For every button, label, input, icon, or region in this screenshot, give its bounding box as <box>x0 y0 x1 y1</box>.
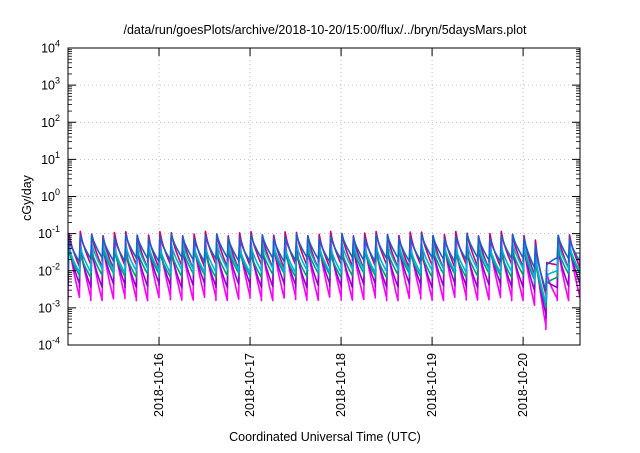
series-line <box>68 245 580 319</box>
x-axis: 2018-10-16 2018-10-17 2018-10-18 2018-10-19… <box>152 48 530 417</box>
y-tick-label-base: 10 <box>41 190 55 204</box>
y-tick-label-exponent: -3 <box>52 298 60 308</box>
y-tick-label-exponent: -1 <box>52 224 60 234</box>
y-tick-label: 10-1 <box>38 224 60 241</box>
y-tick-label-exponent: 0 <box>55 187 60 197</box>
y-tick-label-exponent: -2 <box>52 261 60 271</box>
chart-title: /data/run/goesPlots/archive/2018-10-20/1… <box>123 23 527 37</box>
x-tick-label: 2018-10-17 <box>243 353 257 417</box>
series-line <box>68 233 580 292</box>
series-line <box>68 241 580 304</box>
y-tick-label: 10-2 <box>38 261 60 278</box>
x-axis-label: Coordinated Universal Time (UTC) <box>229 430 421 444</box>
y-axis-label: cGy/day <box>20 174 34 221</box>
y-tick-label: 100 <box>41 187 60 204</box>
series-line <box>68 247 580 309</box>
y-tick-label-base: 10 <box>41 153 55 167</box>
y-tick-label-base: 10 <box>41 42 55 56</box>
x-tick-label: 2018-10-19 <box>425 353 439 417</box>
y-tick-label-exponent: 4 <box>55 39 60 49</box>
y-tick-label-base: 10 <box>38 301 52 315</box>
y-tick-label-exponent: -4 <box>52 336 60 346</box>
y-tick-label: 101 <box>41 150 60 167</box>
y-tick-label-base: 10 <box>38 227 52 241</box>
grid <box>68 48 580 345</box>
y-tick-label: 103 <box>41 76 60 93</box>
y-tick-label-exponent: 3 <box>55 76 60 86</box>
x-tick-label: 2018-10-20 <box>516 353 530 417</box>
series-layer <box>68 230 580 331</box>
y-tick-label-base: 10 <box>38 264 52 278</box>
y-tick-label-base: 10 <box>41 79 55 93</box>
y-tick-label-exponent: 2 <box>55 113 60 123</box>
x-tick-label: 2018-10-18 <box>334 353 348 417</box>
y-tick-label: 10-4 <box>38 336 60 353</box>
y-tick-label-base: 10 <box>38 339 52 353</box>
y-tick-label-exponent: 1 <box>55 150 60 160</box>
y-tick-label: 102 <box>41 113 60 130</box>
y-tick-label-base: 10 <box>41 116 55 130</box>
y-tick-label: 104 <box>41 39 60 56</box>
series-line <box>68 238 580 331</box>
x-tick-label: 2018-10-16 <box>152 353 166 417</box>
y-tick-label: 10-3 <box>38 298 60 315</box>
